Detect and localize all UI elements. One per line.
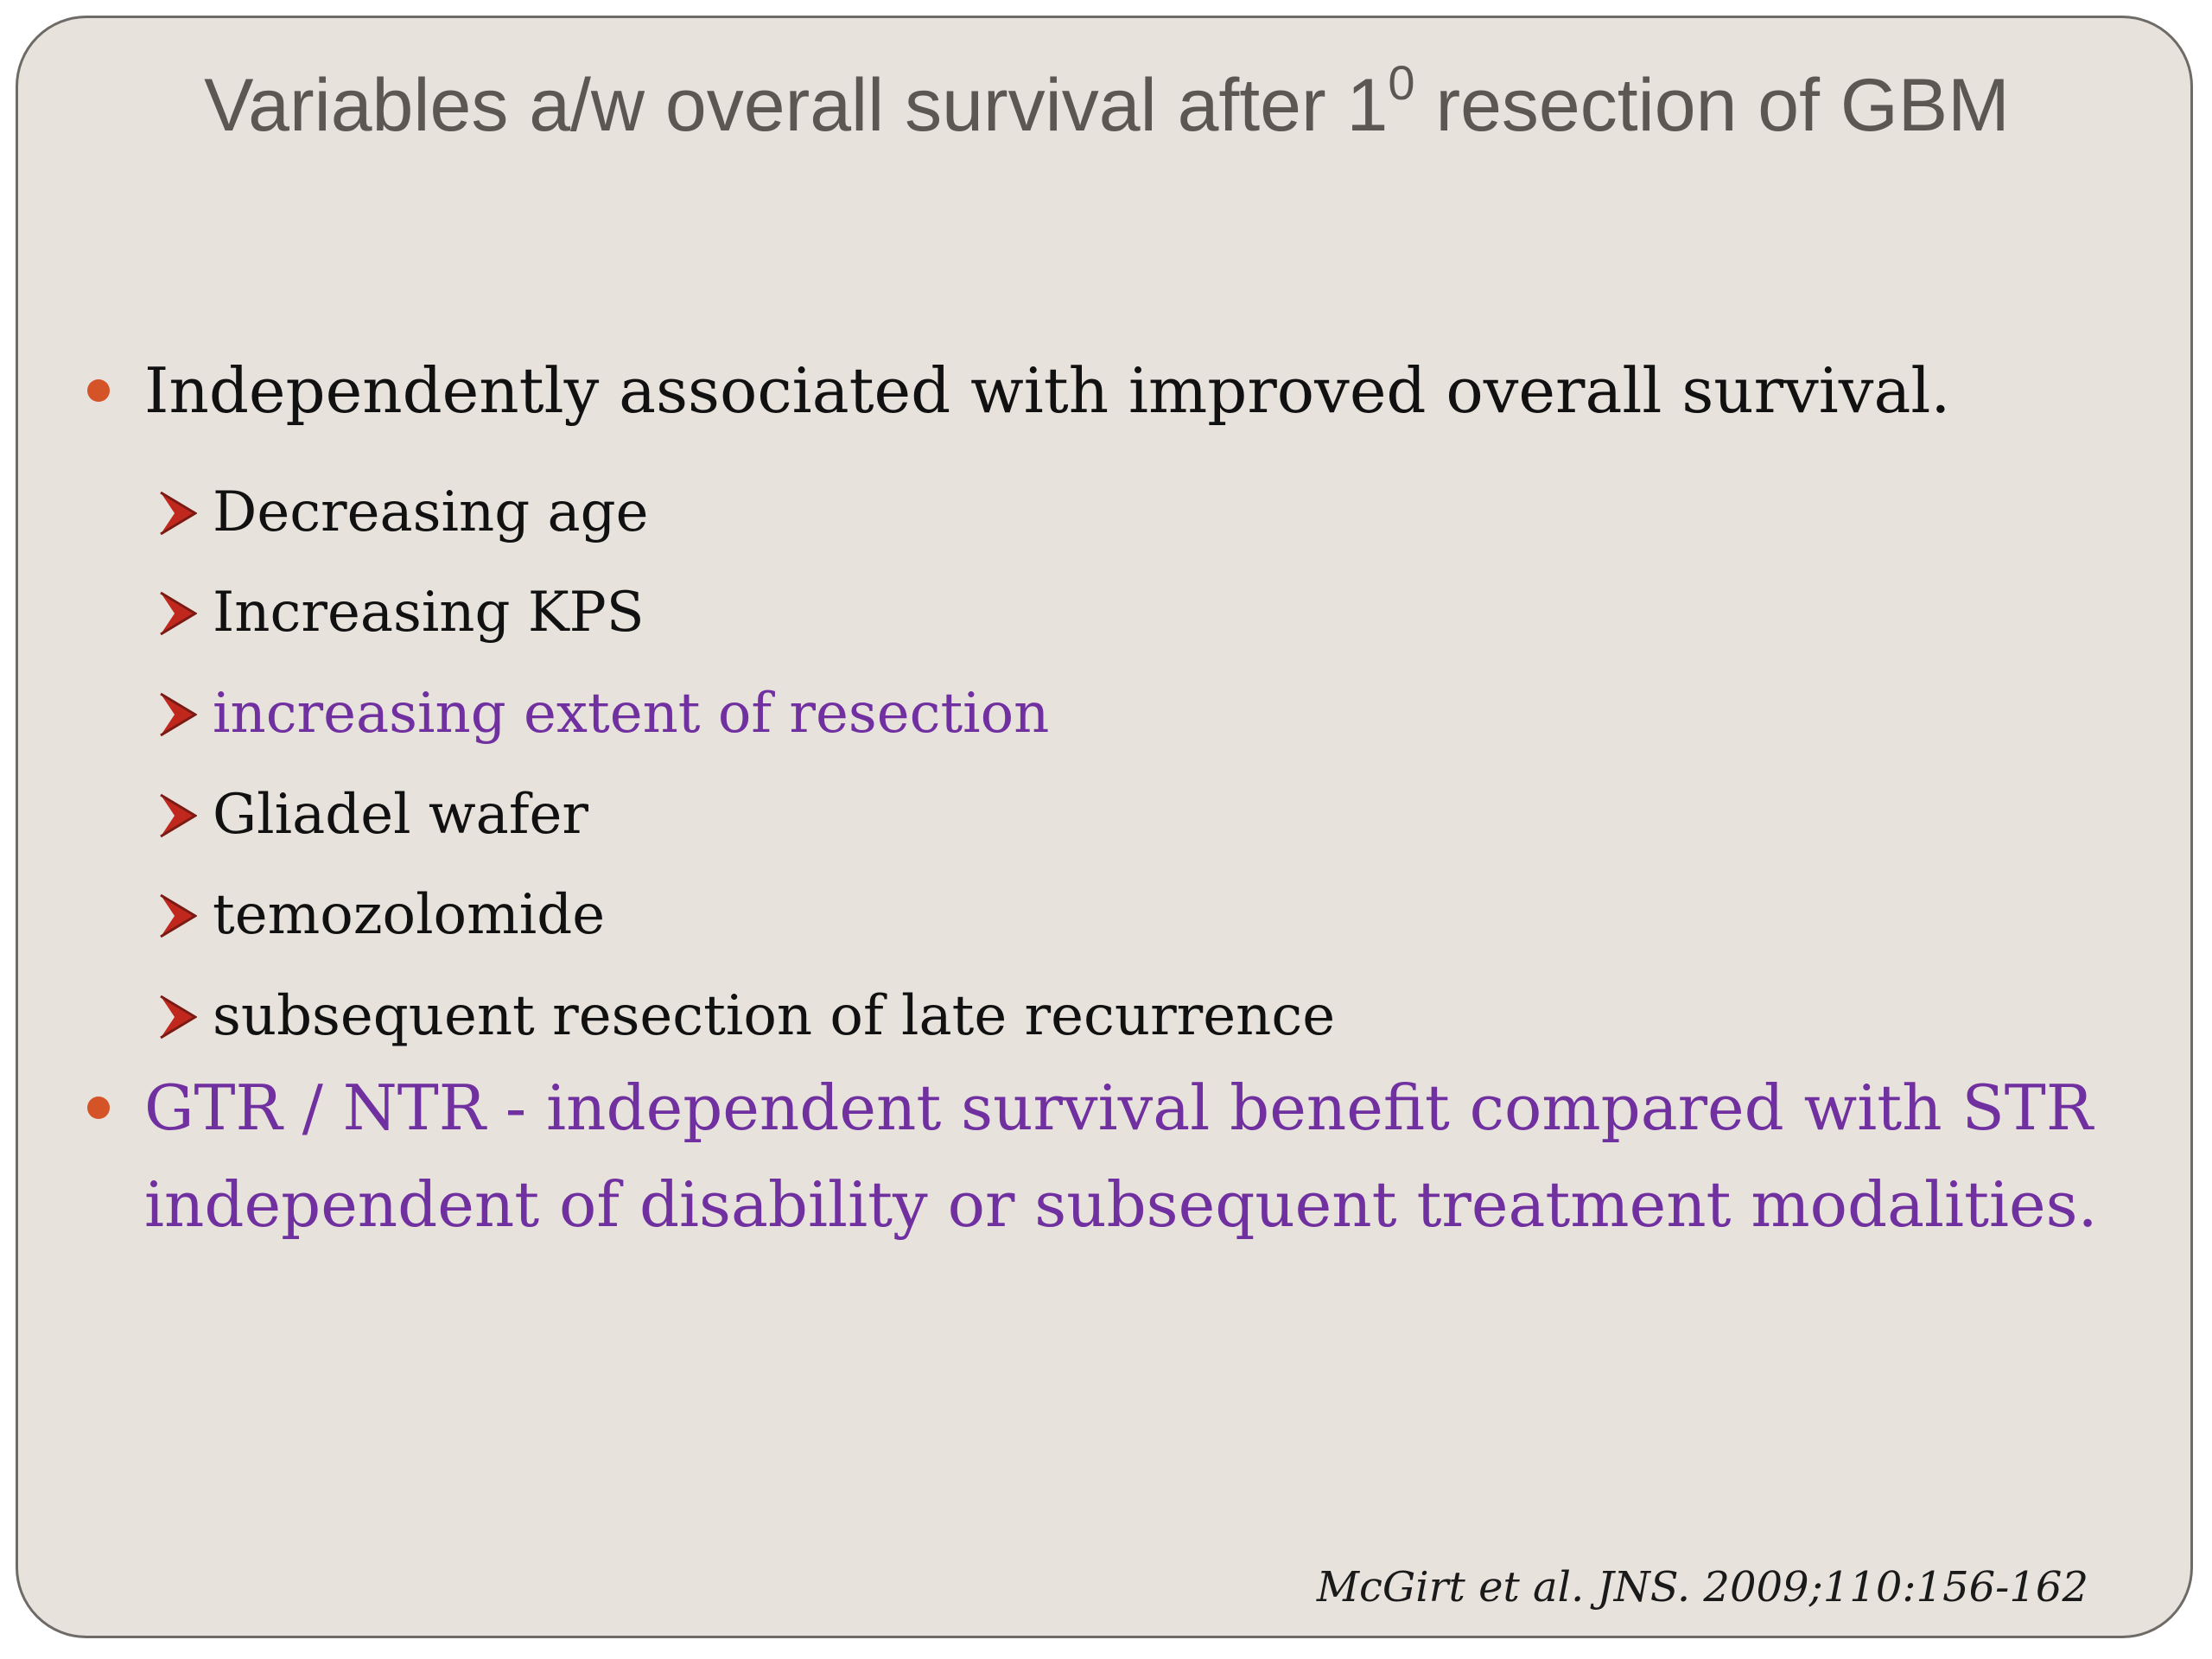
slide-title: Variables a/w overall survival after 10 … bbox=[18, 59, 2196, 149]
arrow-bullet-icon bbox=[160, 793, 197, 838]
bullet-1-text: Independently associated with improved o… bbox=[144, 354, 1951, 427]
bullet-dot-icon bbox=[87, 1096, 110, 1119]
title-main: Variables a/w overall survival after 1 bbox=[204, 64, 1389, 147]
slide-panel: Variables a/w overall survival after 10 … bbox=[16, 16, 2193, 1638]
arrow-bullet-icon bbox=[160, 591, 197, 636]
arrow-bullet-icon bbox=[160, 692, 197, 737]
arrow-bullet-icon bbox=[160, 995, 197, 1039]
title-end: resection of GBM bbox=[1414, 64, 2010, 147]
sub-bullet-late-recurrence: subsequent resection of late recurrence bbox=[213, 984, 1336, 1048]
sub-bullet-temozolomide: temozolomide bbox=[213, 883, 606, 947]
arrow-bullet-icon bbox=[160, 893, 197, 938]
citation: McGirt et al. JNS. 2009;110:156-162 bbox=[1316, 1563, 2088, 1611]
sub-bullet-decreasing-age: Decreasing age bbox=[213, 480, 649, 544]
sub-bullet-increasing-kps: Increasing KPS bbox=[213, 581, 645, 645]
bullet-2-text-line1: GTR / NTR - independent survival benefit… bbox=[144, 1071, 2094, 1144]
title-superscript: 0 bbox=[1388, 55, 1415, 110]
arrow-bullet-icon bbox=[160, 491, 197, 536]
sub-bullet-extent-of-resection: increasing extent of resection bbox=[213, 682, 1050, 746]
bullet-2-text-line2: independent of disability or subsequent … bbox=[144, 1168, 2098, 1241]
sub-bullet-gliadel-wafer: Gliadel wafer bbox=[213, 783, 588, 847]
bullet-dot-icon bbox=[87, 379, 110, 402]
